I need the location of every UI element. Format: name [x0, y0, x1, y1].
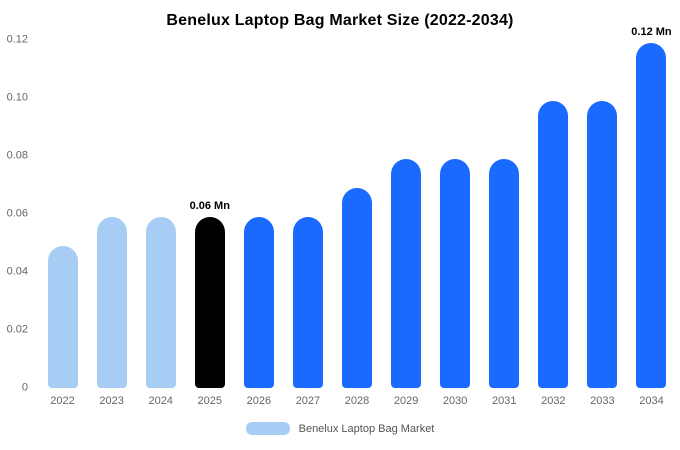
legend[interactable]: Benelux Laptop Bag Market: [0, 422, 680, 435]
x-tick-label: 2034: [639, 395, 664, 407]
y-tick-label: 0.06: [6, 207, 28, 220]
x-axis: 2022 2023 2024 2025 2026 2027 2028 2029 2030 2031…: [38, 395, 676, 407]
bar-column-2029: [382, 40, 431, 388]
bar-column-2034: 0.12 Mn: [627, 26, 676, 388]
bar-column-2022: [38, 40, 87, 388]
x-tick-label: 2028: [344, 395, 370, 407]
bar-value-label: 0.12 Mn: [631, 25, 672, 38]
bar-column-2025: 0.06 Mn: [185, 40, 234, 388]
plot-area: 0 0.02 0.04 0.06 0.08 0.10 0.12 0.06 Mn 0.12 Mn: [7, 26, 676, 393]
bar-column-2024: [136, 40, 185, 388]
bar-column-2026: [234, 40, 283, 388]
x-tick-label: 2023: [99, 395, 124, 407]
y-tick-label: 0.04: [6, 265, 28, 278]
bar-column-2033: [578, 40, 627, 388]
bar-2030[interactable]: [440, 158, 471, 388]
bar-2027[interactable]: [292, 216, 323, 388]
y-tick-label: 0.12: [6, 33, 28, 46]
x-tick-label: 2024: [148, 395, 173, 407]
bar-2024[interactable]: [145, 216, 176, 388]
x-tick-label: 2031: [492, 395, 517, 407]
y-tick-label: 0: [21, 381, 28, 394]
bar-column-2027: [283, 40, 332, 388]
x-tick-label: 2032: [541, 395, 566, 407]
y-tick-label: 0.08: [6, 149, 28, 162]
x-tick-label: 2033: [590, 395, 615, 407]
x-tick-label: 2029: [393, 395, 419, 407]
bar-2032[interactable]: [538, 100, 569, 388]
x-tick-label: 2025: [197, 395, 223, 407]
x-tick-label: 2030: [442, 395, 468, 407]
bar-2033[interactable]: [587, 100, 618, 388]
bar-2022[interactable]: [47, 245, 78, 388]
y-tick-label: 0.10: [6, 91, 28, 104]
bar-column-2023: [87, 40, 136, 388]
bar-value-label: 0.06 Mn: [189, 199, 230, 212]
bar-column-2032: [529, 40, 578, 388]
legend-swatch[interactable]: [245, 422, 290, 435]
x-tick-label: 2022: [50, 395, 75, 407]
bar-column-2030: [431, 40, 480, 388]
legend-label: Benelux Laptop Bag Market: [298, 422, 435, 435]
chart-title: Benelux Laptop Bag Market Size (2022-203…: [166, 12, 514, 29]
bar-2028[interactable]: [342, 187, 372, 388]
bar-2031[interactable]: [489, 158, 520, 388]
x-tick-label: 2026: [246, 395, 272, 407]
bar-2029[interactable]: [391, 158, 422, 388]
bar-2026[interactable]: [243, 216, 274, 388]
bar-column-2031: [480, 40, 529, 388]
bar-2034[interactable]: 0.12 Mn: [631, 26, 672, 388]
y-tick-label: 0.02: [6, 323, 28, 336]
bar-column-2028: [332, 40, 381, 388]
bar-2023[interactable]: [96, 216, 127, 388]
y-axis: 0 0.02 0.04 0.06 0.08 0.10 0.12: [0, 34, 34, 393]
x-tick-label: 2027: [295, 395, 321, 407]
bar-2025[interactable]: 0.06 Mn: [190, 200, 230, 388]
bars-container: 0.06 Mn 0.12 Mn: [38, 26, 676, 388]
